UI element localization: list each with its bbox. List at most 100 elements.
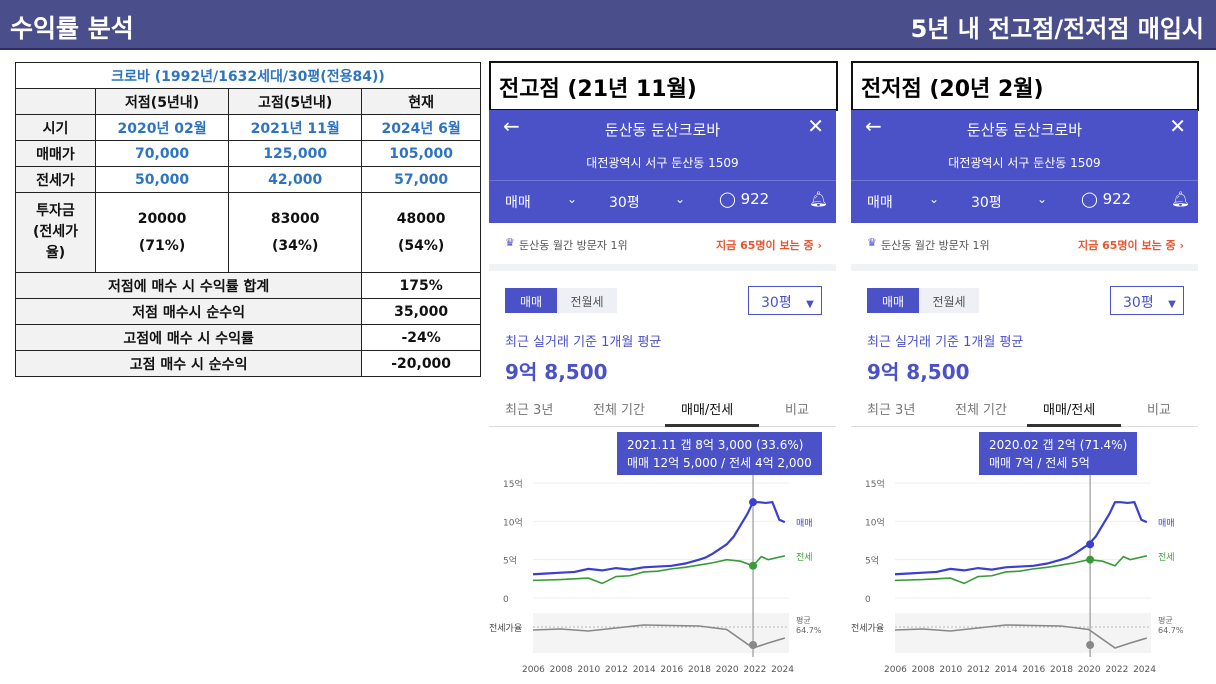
chart-tabs: 최근 3년 전체 기간 매매/전세 비교	[851, 393, 1198, 427]
y-tick-label: 10억	[503, 516, 523, 528]
section-separator	[489, 264, 836, 271]
tab-compare[interactable]: 비교	[785, 403, 809, 418]
cell: 50,000	[94, 166, 230, 193]
caret-down-icon: ▼	[1168, 299, 1176, 310]
comments-button[interactable]: ◯ 922	[719, 190, 769, 208]
ratio-label: 전세가율	[489, 623, 522, 634]
marker-dot-sale	[749, 498, 758, 507]
x-tick-label: 2008	[912, 665, 935, 675]
table-title: 크로바 (1992년/1632세대/30평(전용84))	[15, 62, 481, 89]
size-select-value: 30평	[1123, 295, 1154, 311]
summary-label: 저점에 매수 시 수익률 합계	[14, 272, 363, 299]
complex-address: 대전광역시 서구 둔산동 1509	[948, 156, 1101, 170]
comment-count: 922	[740, 190, 770, 208]
y-tick-label: 15억	[865, 478, 885, 490]
now-viewing-link[interactable]: 지금 65명이 보는 중 ›	[716, 239, 822, 252]
ratio-avg-label: 평균	[796, 615, 811, 625]
cell: 2021년 11월	[228, 114, 363, 141]
now-viewing-link[interactable]: 지금 65명이 보는 중 ›	[1078, 239, 1184, 252]
cell: 125,000	[228, 140, 363, 167]
tooltip-line-2: 매매 12억 5,000 / 전세 4억 2,000	[627, 456, 812, 470]
invest-label-1: 투자금	[36, 203, 75, 219]
divider	[489, 180, 836, 181]
chevron-down-icon[interactable]: ⌄	[1037, 192, 1048, 206]
size-select[interactable]: 30평 ▼	[748, 286, 822, 315]
tab-sale-jeonse[interactable]: 매매/전세	[681, 403, 734, 418]
chevron-down-icon[interactable]: ⌄	[929, 192, 940, 206]
back-arrow-icon[interactable]: ←	[865, 114, 882, 138]
chart-tooltip: 2020.02 갭 2억 (71.4%) 매매 7억 / 전세 5억	[979, 432, 1138, 475]
toggle-rent[interactable]: 전월세	[557, 288, 617, 313]
y-tick-label: 5억	[503, 555, 517, 567]
y-tick-label: 0	[503, 595, 509, 605]
tab-all-period[interactable]: 전체 기간	[955, 403, 1007, 418]
toggle-sale[interactable]: 매매	[505, 288, 557, 313]
col-header: 고점(5년내)	[228, 88, 363, 115]
close-icon[interactable]: ✕	[1169, 114, 1186, 138]
x-tick-label: 2006	[884, 665, 907, 675]
chevron-down-icon[interactable]: ⌄	[675, 192, 686, 206]
toggle-rent[interactable]: 전월세	[919, 288, 979, 313]
x-tick-label: 2010	[577, 665, 600, 675]
invest-ratio: (34%)	[272, 237, 319, 254]
y-tick-label: 10억	[865, 516, 885, 528]
invest-label-3: 율)	[45, 245, 66, 261]
summary-value: 35,000	[361, 298, 481, 325]
complex-title: 둔산동 둔산크로바	[604, 121, 721, 139]
tab-all-period[interactable]: 전체 기간	[593, 403, 645, 418]
app-header: ← 둔산동 둔산크로바 ✕ 대전광역시 서구 둔산동 1509 매매 ⌄ 30평…	[489, 110, 836, 223]
toggle-sale[interactable]: 매매	[867, 288, 919, 313]
series-line-sale	[532, 500, 786, 576]
comments-button[interactable]: ◯ 922	[1081, 190, 1131, 208]
x-tick-label: 2010	[939, 665, 962, 675]
visitor-rank-banner[interactable]: ♛ 둔산동 월간 방문자 1위 지금 65명이 보는 중 ›	[851, 230, 1198, 260]
table-row: 저점에 매수 시 수익률 합계 175%	[14, 272, 481, 299]
average-label: 최근 실거래 기준 1개월 평균	[505, 335, 662, 350]
table-row: 저점 매수시 순수익 35,000	[14, 298, 481, 325]
chevron-down-icon[interactable]: ⌄	[567, 192, 578, 206]
crown-icon: ♛	[867, 236, 877, 249]
cell: 70,000	[94, 140, 230, 167]
summary-value: -20,000	[361, 350, 481, 377]
tab-sale-jeonse[interactable]: 매매/전세	[1043, 403, 1096, 418]
deal-type-dropdown[interactable]: 매매	[505, 195, 531, 211]
deal-type-dropdown[interactable]: 매매	[867, 195, 893, 211]
row-label: 투자금 (전세가 율)	[15, 192, 96, 273]
bell-icon[interactable]: 🔔︎	[1171, 190, 1191, 208]
x-tick-label: 2016	[660, 665, 683, 675]
divider	[851, 180, 1198, 181]
panel-label-low: 전저점 (20년 2월)	[851, 61, 1199, 111]
table-row: 고점에 매수 시 수익률 -24%	[14, 324, 481, 351]
size-dropdown[interactable]: 30평	[971, 195, 1002, 211]
page-subtitle: 5년 내 전고점/전저점 매입시	[910, 15, 1204, 43]
series-line-ratio	[894, 624, 1148, 649]
rank-text: 둔산동 월간 방문자 1위	[519, 239, 628, 252]
size-select[interactable]: 30평 ▼	[1110, 286, 1184, 315]
y-tick-label: 5억	[865, 555, 879, 567]
series-label: 전세	[1158, 552, 1175, 563]
visitor-rank-banner[interactable]: ♛ 둔산동 월간 방문자 1위 지금 65명이 보는 중 ›	[489, 230, 836, 260]
tab-compare[interactable]: 비교	[1147, 403, 1171, 418]
close-icon[interactable]: ✕	[807, 114, 824, 138]
invest-value: 83000	[270, 210, 320, 227]
cell: 105,000	[361, 140, 481, 167]
table-row: 시기 2020년 02월 2021년 11월 2024년 6월	[15, 114, 481, 141]
cell: 20000 (71%)	[94, 192, 230, 273]
tab-recent-3y[interactable]: 최근 3년	[505, 403, 554, 418]
x-tick-label: 2020	[1078, 665, 1101, 675]
invest-value: 48000	[396, 210, 446, 227]
x-tick-label: 2024	[1133, 665, 1156, 675]
table-row: 투자금 (전세가 율) 20000 (71%) 83000 (34%) 4800…	[15, 192, 481, 273]
back-arrow-icon[interactable]: ←	[503, 114, 520, 138]
summary-value: -24%	[361, 324, 481, 351]
series-line-sale	[894, 500, 1148, 576]
size-dropdown[interactable]: 30평	[609, 195, 640, 211]
tab-recent-3y[interactable]: 최근 3년	[867, 403, 916, 418]
row-label: 시기	[15, 114, 96, 141]
rank-text: 둔산동 월간 방문자 1위	[881, 239, 990, 252]
comment-icon: ◯	[1081, 190, 1098, 208]
bell-icon[interactable]: 🔔︎	[809, 190, 829, 208]
corner-cell	[15, 88, 96, 115]
